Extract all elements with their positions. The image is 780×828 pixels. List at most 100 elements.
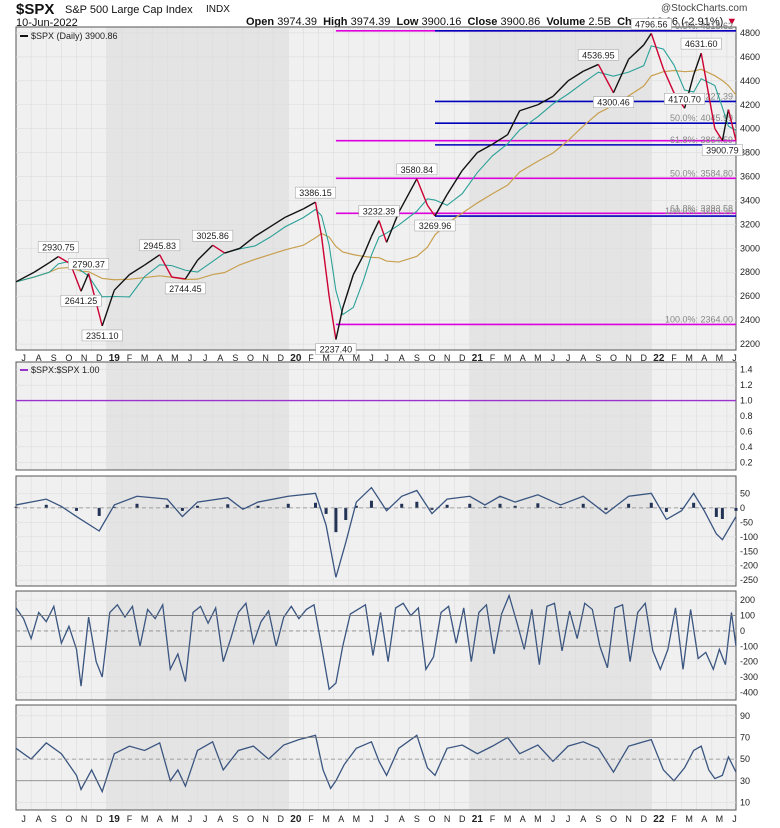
x-axis-label: M — [141, 353, 149, 363]
oscillator-histogram-bar — [286, 503, 290, 508]
oscillator-histogram-bar — [400, 503, 404, 508]
annotation-label: 4170.70 — [668, 94, 701, 104]
price-tick-label: 4400 — [740, 76, 760, 86]
cci-tick-label: 200 — [740, 595, 755, 605]
panel-4-frame — [15, 704, 737, 811]
price-segment — [612, 59, 630, 94]
x-axis-label: A — [217, 814, 223, 824]
price-segment — [434, 194, 448, 217]
price-segment — [552, 80, 569, 97]
annotation-label: 3232.39 — [363, 207, 396, 217]
x-axis-label: O — [428, 353, 435, 363]
oscillator-histogram-bar — [734, 507, 738, 511]
price-segment — [335, 307, 344, 340]
price-segment — [446, 170, 463, 195]
x-axis-label: M — [504, 814, 512, 824]
x-axis-label: S — [232, 353, 238, 363]
cci-tick-label: 0 — [740, 626, 745, 636]
oscillator-histogram-bar — [536, 503, 540, 508]
oscillator-tick-label: -200 — [740, 561, 758, 571]
price-segment — [303, 201, 316, 210]
x-axis-label: A — [399, 814, 405, 824]
price-segment — [416, 178, 429, 206]
annotation-box — [358, 205, 400, 217]
x-axis-label: F — [671, 353, 677, 363]
oscillator-histogram-bar — [627, 503, 631, 508]
x-axis-label: M — [504, 353, 512, 363]
x-axis-label: F — [490, 353, 496, 363]
price-tick-label: 2600 — [740, 291, 760, 301]
ratio-tick-label: 1.2 — [740, 380, 753, 390]
down-arrow-icon: ▼ — [726, 16, 738, 28]
chart-date: 10-Jun-2022 — [16, 17, 78, 29]
fib-label: 50.0%: 4045.99 — [670, 113, 733, 123]
oscillator-histogram-bar — [483, 506, 487, 508]
x-axis-label: S — [595, 353, 601, 363]
price-segment — [692, 52, 702, 76]
oscillator-histogram-bar — [649, 502, 653, 508]
x-axis-label: M — [716, 814, 724, 824]
x-axis-label: N — [625, 353, 632, 363]
annotation-box — [68, 258, 110, 270]
panel-0-frame — [15, 26, 737, 351]
price-tick-label: 4000 — [740, 124, 760, 134]
x-axis-label: A — [157, 353, 163, 363]
exchange-label: INDX — [206, 4, 230, 15]
x-axis-label: F — [671, 814, 677, 824]
x-axis-label: M — [141, 814, 149, 824]
oscillator-histogram-bar — [664, 507, 668, 512]
price-segment — [650, 33, 665, 70]
x-axis-label: M — [716, 353, 724, 363]
oscillator-histogram-bar — [313, 502, 317, 508]
x-axis-label: 21 — [472, 814, 484, 825]
oscillator-histogram-bar — [692, 502, 696, 508]
oscillator-tick-label: -150 — [740, 546, 758, 556]
x-axis-label: M — [534, 353, 542, 363]
oscillator-histogram-bar — [513, 505, 517, 508]
ma-short-line — [15, 45, 737, 316]
fib-label: 61.8%: 3293.58 — [670, 203, 733, 213]
open-value: 3974.39 — [277, 16, 317, 28]
price-segment — [662, 68, 675, 94]
annotation-box — [295, 186, 336, 199]
oscillator-histogram-bar — [581, 503, 585, 508]
open-label: Open — [246, 16, 275, 28]
x-axis-label: 22 — [653, 814, 665, 825]
price-segment — [239, 235, 256, 249]
cci-tick-label: -400 — [740, 687, 758, 697]
x-axis-label: N — [262, 814, 269, 824]
oscillator-histogram-bar — [226, 504, 230, 508]
oscillator-line — [15, 486, 737, 578]
x-axis-label: 19 — [109, 353, 121, 364]
x-axis-label: J — [551, 814, 556, 824]
cci-tick-label: -100 — [740, 641, 758, 651]
annotation-label: 4796.56 — [635, 19, 668, 29]
x-axis-label: 21 — [472, 353, 484, 364]
rsi-tick-label: 50 — [740, 754, 750, 764]
annotation-label: 2945.83 — [143, 241, 176, 251]
x-axis-label: J — [732, 353, 737, 363]
oscillator-histogram-bar — [430, 507, 434, 510]
annotation-label: 4536.95 — [582, 50, 615, 60]
ratio-tick-label: 0.4 — [740, 442, 753, 452]
symbol-title: $SPX — [16, 1, 55, 18]
annotation-label: 4300.46 — [597, 98, 630, 108]
x-axis-label: O — [65, 353, 72, 363]
x-axis-label: A — [701, 353, 707, 363]
price-segment — [567, 70, 584, 82]
price-segment — [224, 247, 241, 254]
x-axis-label: O — [247, 814, 254, 824]
oscillator-histogram-bar — [445, 504, 449, 508]
x-axis-label: D — [277, 814, 284, 824]
price-segment — [643, 33, 652, 46]
price-segment — [477, 143, 493, 154]
ratio-tick-label: 0.2 — [740, 457, 753, 467]
x-axis-label: M — [534, 814, 542, 824]
x-axis-label: M — [322, 353, 330, 363]
x-axis-label: N — [625, 814, 632, 824]
price-segment — [159, 254, 173, 278]
annotation-label: 2351.10 — [86, 331, 119, 341]
x-axis-label: A — [520, 353, 526, 363]
x-axis-label: D — [640, 814, 647, 824]
rsi-tick-label: 30 — [740, 776, 750, 786]
